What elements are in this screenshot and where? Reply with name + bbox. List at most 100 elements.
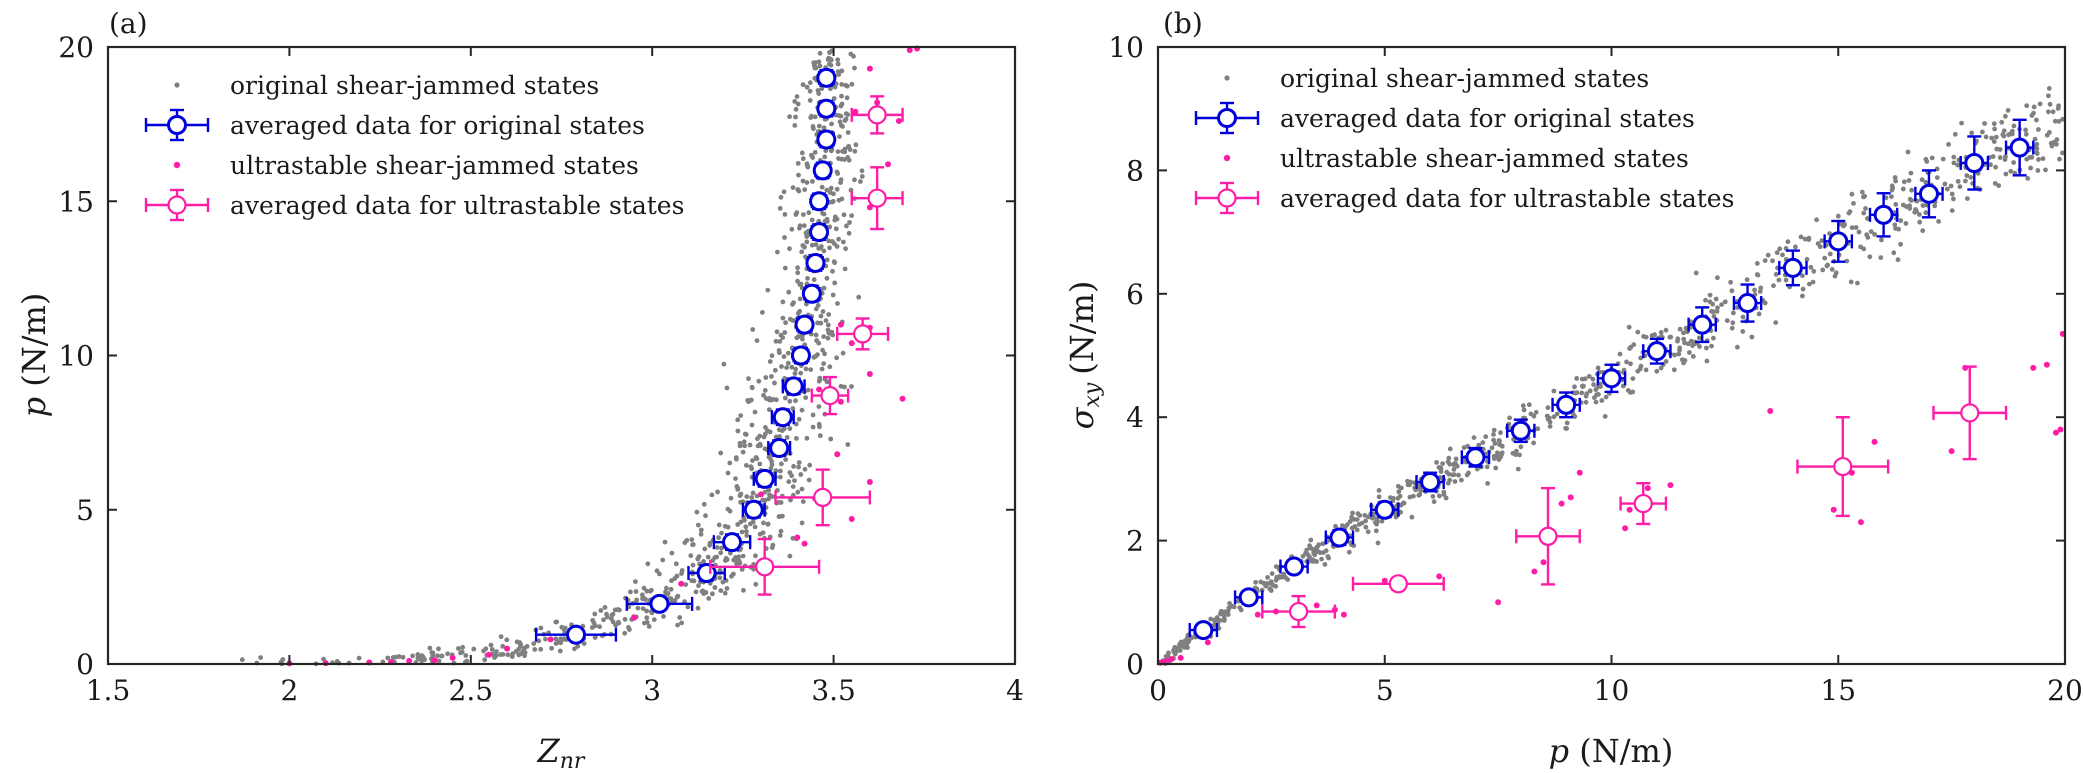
original-state-point [1489,445,1495,451]
original-state-point [780,513,785,519]
original-state-point [733,555,738,560]
original-state-point [812,150,818,155]
averaged-marker [867,188,887,208]
ultrastable-state-point [1558,500,1565,507]
original-state-point [769,374,774,379]
original-state-point [2001,128,2007,134]
axis-ticks-a: 1.5 2 2.5 3 3.5 4 0 5 10 15 20 [58,31,1024,707]
original-state-point [1464,472,1470,478]
original-state-point [1900,202,1906,208]
averaged-marker [755,557,775,577]
original-state-point [554,619,559,625]
original-state-point [1342,524,1348,530]
original-state-point [757,433,763,439]
original-state-point [1724,318,1730,323]
original-state-point [1929,155,1935,161]
original-state-point [1641,334,1646,339]
original-state-point [356,655,362,661]
averaged-marker [1646,341,1667,362]
x-tick-label: 20 [2047,674,2083,707]
averaged-point [1778,249,1808,287]
original-state-point [1471,435,1477,440]
original-state-point [1583,399,1589,405]
original-state-point [1166,650,1171,656]
original-state-point [826,238,832,244]
original-state-point [1677,347,1682,353]
original-state-point [814,338,819,343]
original-state-point [1517,452,1522,458]
original-state-point [787,470,793,475]
original-state-point [651,617,657,623]
original-state-point [733,476,738,481]
averaged-point [816,98,837,119]
original-state-point [787,398,793,404]
original-state-point [1709,343,1714,349]
ultrastable-state-point [852,108,859,115]
original-state-point [1793,244,1798,250]
original-state-point [1757,289,1763,294]
averaged-point [816,129,837,150]
original-state-point [740,449,746,455]
original-state-point [1997,155,2003,160]
original-state-point [1765,252,1771,258]
original-state-point [1914,208,1919,214]
original-state-point [845,442,851,447]
original-state-point [808,115,814,120]
original-state-point [1451,472,1457,477]
original-state-point [1713,296,1719,302]
original-state-point [785,360,791,366]
original-state-point [1333,523,1338,529]
original-state-point [766,407,772,412]
original-state-point [1626,324,1632,330]
original-state-point [735,428,741,434]
panel-label-a: (a) [109,7,148,40]
original-state-point [1273,564,1279,569]
original-state-point [601,617,606,623]
original-state-point [445,651,450,657]
original-state-point [2056,119,2062,124]
original-state-point [827,245,832,251]
original-state-point [772,367,778,373]
original-state-point [841,239,846,245]
original-state-point [1675,336,1681,342]
original-state-point [2031,104,2037,110]
original-state-point [1800,273,1805,278]
original-state-point [2044,132,2050,138]
original-state-point [1212,617,1217,623]
original-state-point [824,275,830,281]
original-state-point [1346,549,1352,555]
x-axis-label-main-a: Z [537,732,561,770]
original-state-point [830,292,836,298]
original-state-point [767,359,773,364]
ultrastable-state-point [837,398,844,405]
original-state-point [845,130,851,135]
original-state-point [1693,270,1699,276]
original-state-point [1815,241,1821,247]
original-state-point [2036,127,2041,132]
legend-marker [1217,188,1237,208]
averaged-ultrastable-series-a [709,95,904,596]
original-state-point [1844,258,1850,264]
original-state-point [581,641,587,646]
original-state-point [719,530,724,536]
ultrastable-state-point [899,395,906,402]
original-state-point [806,210,812,216]
original-state-point [2025,176,2031,181]
original-state-point [1731,310,1736,316]
ultrastable-state-point [801,540,808,547]
original-state-point [824,379,830,385]
legend-a: original shear-jammed states averaged dat… [144,71,684,222]
original-state-point [804,435,810,441]
original-state-point [1369,515,1375,521]
original-state-point [796,460,802,465]
original-state-point [1835,213,1841,219]
original-state-point [778,332,784,338]
original-state-point [800,82,806,88]
original-state-point [786,289,792,295]
original-state-point [643,597,648,602]
ultrastable-state-point [1313,602,1320,609]
original-state-point [1949,191,1955,197]
original-state-point [1677,326,1683,332]
original-state-point [517,640,523,646]
original-state-point [785,350,791,356]
